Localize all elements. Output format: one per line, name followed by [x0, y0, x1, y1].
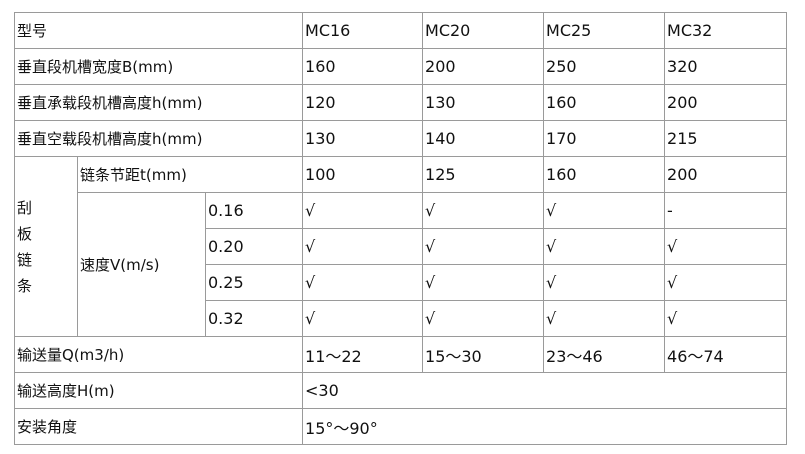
- spec-table: 型号 MC16 MC20 MC25 MC32 垂直段机槽宽度B(mm) 160 200 250 3…: [13, 12, 788, 445]
- availability-mark: √: [543, 228, 666, 265]
- table-cell: 160: [543, 156, 666, 193]
- table-cell: 160: [302, 48, 424, 85]
- availability-mark: √: [664, 228, 788, 265]
- table-row: 安装角度 15°～90°: [13, 408, 788, 445]
- table-cell: 23～46: [543, 336, 666, 373]
- availability-mark: √: [302, 228, 424, 265]
- table-body: 型号 MC16 MC20 MC25 MC32 垂直段机槽宽度B(mm) 160 200 250 3…: [13, 12, 788, 445]
- availability-mark: -: [664, 192, 788, 229]
- vertical-label: 刮板链条: [17, 198, 33, 295]
- row-label: 垂直承载段机槽高度h(mm): [13, 84, 304, 121]
- speed-value: 0.25: [204, 264, 304, 301]
- availability-mark: √: [543, 192, 666, 229]
- row-label: 链条节距t(mm): [76, 156, 304, 193]
- table-cell: 125: [422, 156, 545, 193]
- table-row: 0.25 √ √ √ √: [15, 264, 788, 301]
- availability-mark: √: [302, 264, 424, 301]
- table-cell: 200: [422, 48, 545, 85]
- availability-mark: √: [422, 300, 545, 337]
- table-cell: 100: [302, 156, 424, 193]
- table-cell: 46～74: [664, 336, 788, 373]
- table-row: 输送量Q(m3/h) 11～22 15～30 23～46 46～74: [13, 336, 788, 373]
- speed-value: 0.32: [204, 300, 304, 337]
- availability-mark: √: [664, 264, 788, 301]
- table-cell: 160: [543, 84, 666, 121]
- table-cell: 140: [422, 120, 545, 157]
- table-cell: 15～30: [422, 336, 545, 373]
- availability-mark: √: [422, 192, 545, 229]
- table-cell: 200: [664, 84, 788, 121]
- row-label: 输送高度H(m): [13, 372, 304, 409]
- table-row: 输送高度H(m) <30: [13, 372, 788, 409]
- table-cell: 170: [543, 120, 666, 157]
- table-row: 垂直空载段机槽高度h(mm) 130 140 170 215: [13, 120, 788, 157]
- model-header: MC25: [543, 12, 666, 49]
- availability-mark: √: [422, 228, 545, 265]
- table-cell: 130: [302, 120, 424, 157]
- model-header: MC32: [664, 12, 788, 49]
- model-header: MC20: [422, 12, 545, 49]
- availability-mark: √: [543, 264, 666, 301]
- table-cell: 15°～90°: [302, 408, 788, 445]
- table-cell: 215: [664, 120, 788, 157]
- model-header: MC16: [302, 12, 424, 49]
- row-label: 垂直段机槽宽度B(mm): [13, 48, 304, 85]
- speed-value: 0.16: [204, 192, 304, 229]
- table-cell: 130: [422, 84, 545, 121]
- table-row: 刮板链条 链条节距t(mm) 100 125 160 200: [14, 156, 788, 337]
- group-label: 刮板链条: [14, 156, 78, 337]
- table-row: 垂直承载段机槽高度h(mm) 120 130 160 200: [13, 84, 788, 121]
- table-cell: 320: [664, 48, 788, 85]
- table-row: 型号 MC16 MC20 MC25 MC32: [13, 12, 788, 49]
- row-label: 垂直空载段机槽高度h(mm): [13, 120, 304, 157]
- table-cell: 11～22: [302, 336, 424, 373]
- availability-mark: √: [664, 300, 788, 337]
- availability-mark: √: [302, 300, 424, 337]
- availability-mark: √: [422, 264, 545, 301]
- row-label: 输送量Q(m3/h): [13, 336, 304, 373]
- row-label: 安装角度: [13, 408, 304, 445]
- table-row: 0.20 √ √ √ √: [15, 228, 788, 265]
- table-cell: <30: [302, 372, 788, 409]
- table-row: 垂直段机槽宽度B(mm) 160 200 250 320: [13, 48, 788, 85]
- availability-mark: √: [543, 300, 666, 337]
- header-label: 型号: [13, 12, 304, 49]
- table-cell: 200: [664, 156, 788, 193]
- table-cell: 120: [302, 84, 424, 121]
- availability-mark: √: [302, 192, 424, 229]
- row-label: 速度V(m/s): [77, 192, 206, 337]
- table-cell: 250: [543, 48, 666, 85]
- table-row: 速度V(m/s) 0.16 √ √ √ -: [15, 192, 788, 337]
- speed-value: 0.20: [204, 228, 304, 265]
